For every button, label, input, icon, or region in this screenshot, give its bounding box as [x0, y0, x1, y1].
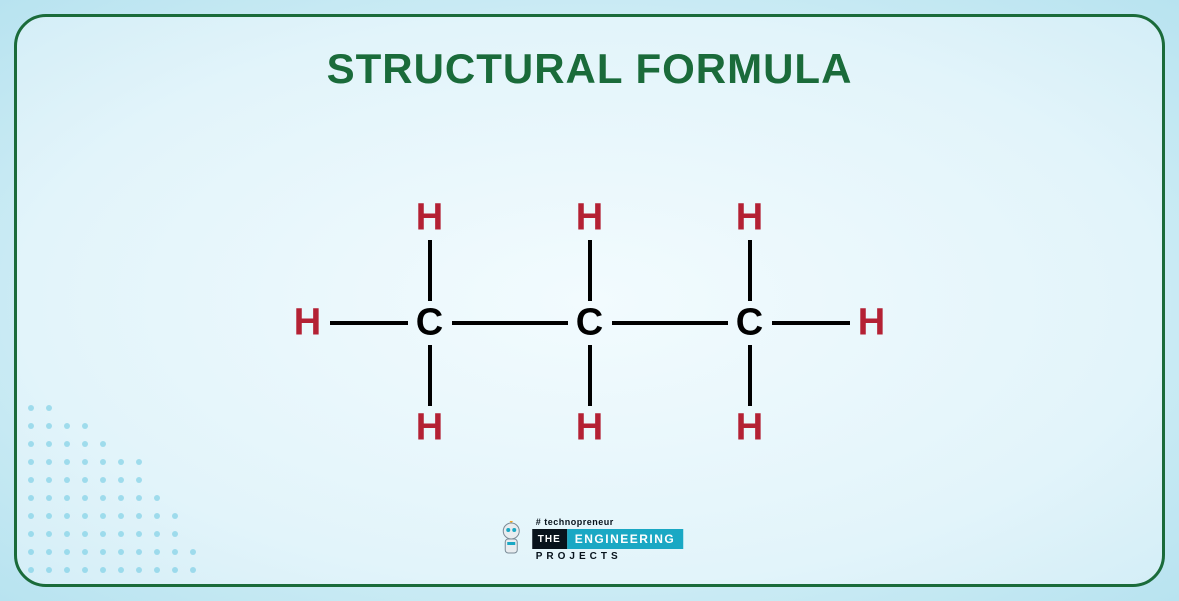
bond [428, 345, 432, 406]
bond [772, 321, 850, 325]
hydrogen-atom: H [576, 407, 603, 450]
dot-pattern-decoration [14, 364, 237, 587]
brand-logo: # technopreneur THE ENGINEERING PROJECTS [496, 517, 684, 562]
hydrogen-atom: H [736, 197, 763, 240]
hydrogen-atom: H [576, 197, 603, 240]
carbon-atom: C [416, 302, 443, 345]
logo-the: THE [532, 529, 567, 549]
carbon-atom: C [736, 302, 763, 345]
hydrogen-atom: H [858, 302, 885, 345]
page-background: STRUCTURAL FORMULA C C C H H H H H H H H # technop… [0, 0, 1179, 601]
hydrogen-atom: H [736, 407, 763, 450]
logo-engineering: ENGINEERING [567, 529, 684, 549]
hydrogen-atom: H [294, 302, 321, 345]
logo-main-row: THE ENGINEERING [532, 529, 684, 549]
bond [452, 321, 568, 325]
bond [748, 240, 752, 301]
logo-hashtag: # technopreneur [536, 517, 684, 527]
content-frame: STRUCTURAL FORMULA C C C H H H H H H H H # technop… [14, 14, 1165, 587]
carbon-atom: C [576, 302, 603, 345]
hydrogen-atom: H [416, 407, 443, 450]
page-title: STRUCTURAL FORMULA [17, 45, 1162, 93]
logo-text: # technopreneur THE ENGINEERING PROJECTS [532, 517, 684, 562]
robot-icon [496, 521, 526, 559]
bond [748, 345, 752, 406]
bond [330, 321, 408, 325]
bond [428, 240, 432, 301]
logo-projects: PROJECTS [536, 551, 684, 562]
bond [588, 345, 592, 406]
bond [588, 240, 592, 301]
hydrogen-atom: H [416, 197, 443, 240]
bond [612, 321, 728, 325]
